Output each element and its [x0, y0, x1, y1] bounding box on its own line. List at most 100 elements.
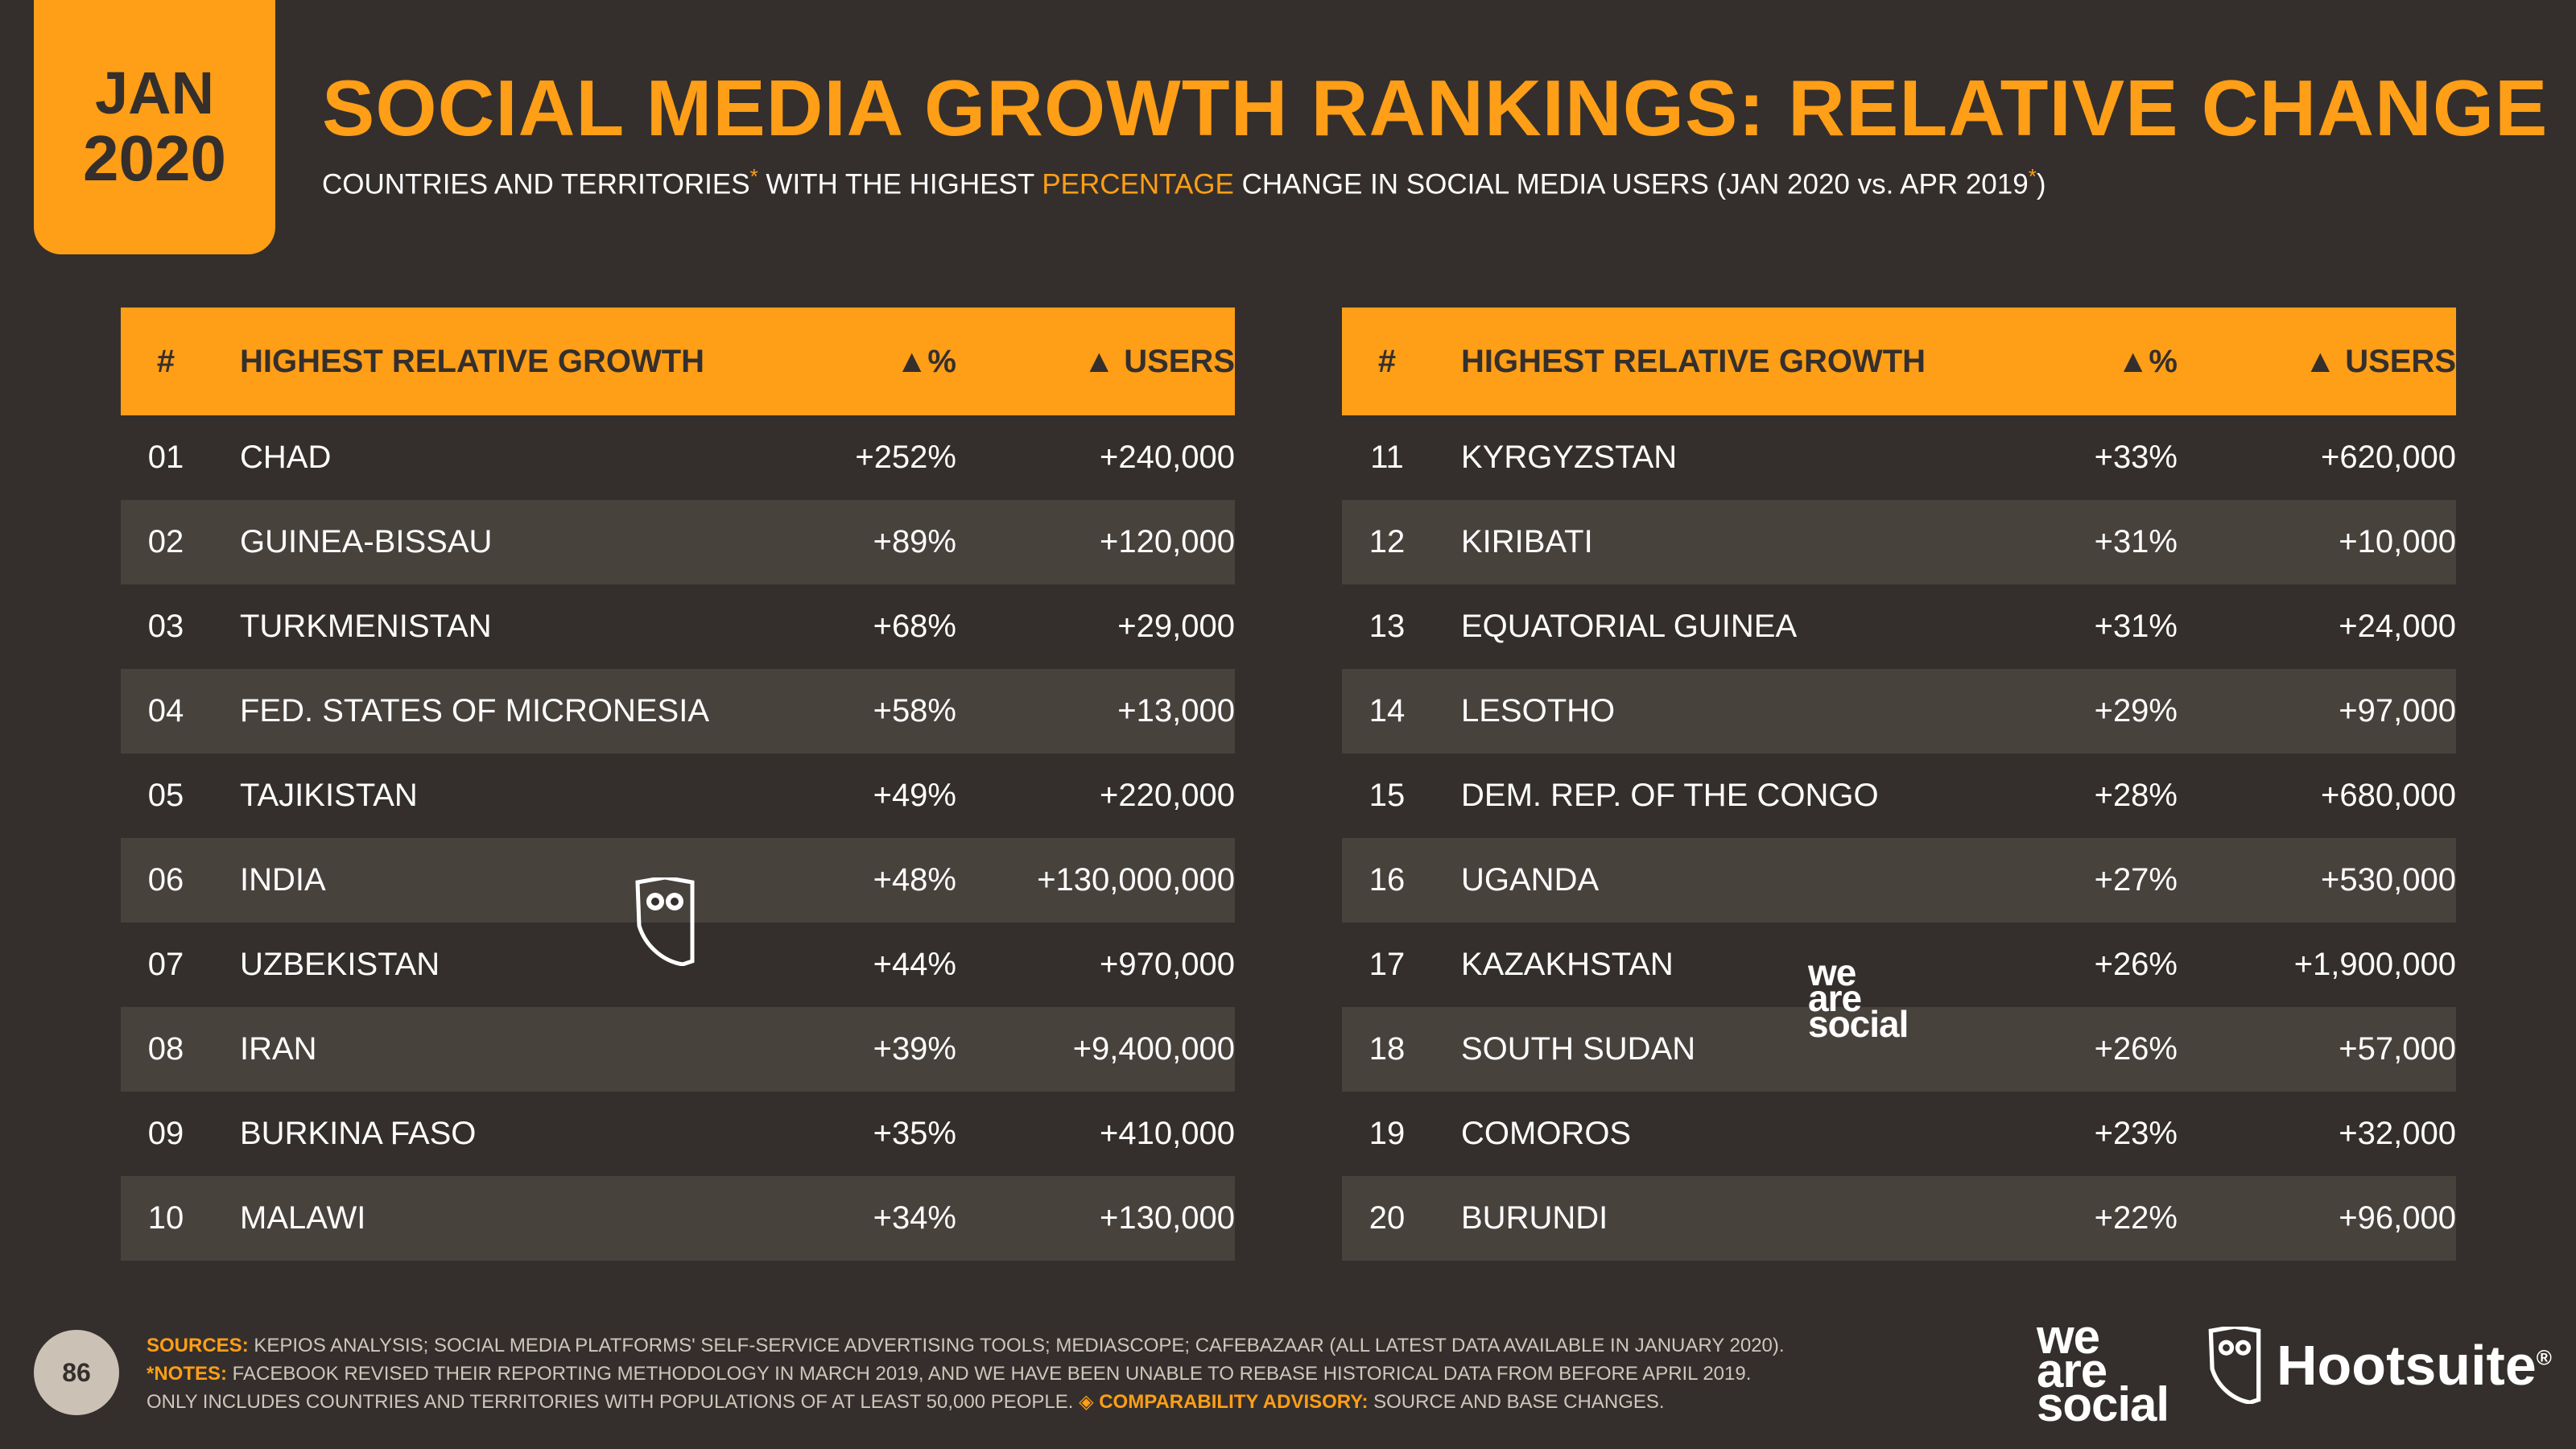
header-country: HIGHEST RELATIVE GROWTH [1461, 343, 1926, 379]
header-percent-change: ▲% [895, 343, 956, 379]
percent-change-cell: +49% [873, 778, 956, 813]
subtitle-asterisk: * [749, 164, 758, 188]
table-row: 16 UGANDA +27% +530,000 [1342, 838, 2456, 923]
table-row: 03 TURKMENISTAN +68% +29,000 [121, 584, 1235, 669]
rank-cell: 19 [1368, 1116, 1406, 1151]
percent-change-cell: +27% [2094, 862, 2178, 898]
percent-change-cell: +34% [873, 1200, 956, 1236]
users-change-cell: +970,000 [1100, 947, 1235, 982]
subtitle-highlight: PERCENTAGE [1042, 168, 1234, 200]
table-row: 14 LESOTHO +29% +97,000 [1342, 669, 2456, 753]
rank-cell: 11 [1370, 440, 1404, 475]
notes-label: *NOTES: [147, 1363, 228, 1385]
country-cell: CHAD [240, 440, 332, 475]
table-row: 17 KAZAKHSTAN +26% +1,900,000 [1342, 923, 2456, 1007]
date-year: 2020 [83, 122, 226, 194]
subtitle-asterisk-2: * [2028, 164, 2037, 188]
line3-text: ONLY INCLUDES COUNTRIES AND TERRITORIES … [147, 1391, 1080, 1413]
country-cell: IRAN [240, 1031, 317, 1067]
rank-cell: 20 [1368, 1200, 1406, 1236]
percent-change-cell: +35% [873, 1116, 956, 1151]
hootsuite-owl-icon [2208, 1327, 2261, 1404]
we-are-social-watermark: we are social [1808, 952, 1909, 1042]
country-cell: KIRIBATI [1461, 524, 1593, 559]
logo-we: we [2037, 1310, 2100, 1364]
page-title: SOCIAL MEDIA GROWTH RANKINGS: RELATIVE C… [322, 64, 2549, 152]
percent-change-cell: +68% [873, 609, 956, 644]
percent-change-cell: +48% [873, 862, 956, 898]
users-change-cell: +130,000 [1100, 1200, 1235, 1236]
country-cell: GUINEA-BISSAU [240, 524, 493, 559]
table-row: 20 BURUNDI +22% +96,000 [1342, 1176, 2456, 1261]
users-change-cell: +32,000 [2339, 1116, 2456, 1151]
country-cell: KAZAKHSTAN [1461, 947, 1674, 982]
notes-text: FACEBOOK REVISED THEIR REPORTING METHODO… [227, 1363, 1752, 1385]
percent-change-cell: +26% [2094, 1031, 2178, 1067]
hootsuite-text: Hootsuite [2277, 1334, 2537, 1397]
header-users-change: ▲ USERS [2304, 343, 2456, 379]
users-change-cell: +620,000 [2321, 440, 2456, 475]
rank-cell: 10 [147, 1200, 184, 1236]
country-cell: MALAWI [240, 1200, 366, 1236]
registered-mark: ® [2536, 1345, 2552, 1370]
country-cell: INDIA [240, 862, 326, 898]
users-change-cell: +13,000 [1117, 693, 1235, 729]
table-row: 02 GUINEA-BISSAU +89% +120,000 [121, 500, 1235, 584]
rankings-table-right: # HIGHEST RELATIVE GROWTH ▲% ▲ USERS 11 K… [1342, 308, 2456, 1261]
table-row: 19 COMOROS +23% +32,000 [1342, 1092, 2456, 1176]
users-change-cell: +57,000 [2339, 1031, 2456, 1067]
country-cell: TURKMENISTAN [240, 609, 492, 644]
users-change-cell: +240,000 [1100, 440, 1235, 475]
country-cell: UGANDA [1461, 862, 1600, 898]
users-change-cell: +120,000 [1100, 524, 1235, 559]
rank-cell: 04 [147, 693, 184, 729]
table-row: 13 EQUATORIAL GUINEA +31% +24,000 [1342, 584, 2456, 669]
footnote-notes: *NOTES: FACEBOOK REVISED THEIR REPORTING… [147, 1360, 1785, 1388]
country-cell: BURUNDI [1461, 1200, 1608, 1236]
header-users-change: ▲ USERS [1083, 343, 1235, 379]
rank-cell: 15 [1368, 778, 1406, 813]
percent-change-cell: +23% [2094, 1116, 2178, 1151]
hootsuite-owl-icon [635, 877, 695, 966]
table-row: 11 KYRGYZSTAN +33% +620,000 [1342, 415, 2456, 500]
watermark-we: we [1808, 952, 1856, 993]
advisory-text: SOURCE AND BASE CHANGES. [1368, 1391, 1665, 1413]
rank-cell: 14 [1368, 693, 1406, 729]
footnotes: SOURCES: KEPIOS ANALYSIS; SOCIAL MEDIA P… [147, 1331, 1785, 1416]
users-change-cell: +29,000 [1117, 609, 1235, 644]
percent-change-cell: +22% [2094, 1200, 2178, 1236]
percent-change-cell: +26% [2094, 947, 2178, 982]
we-are-social-logo: we are social [2037, 1310, 2169, 1429]
country-cell: EQUATORIAL GUINEA [1461, 609, 1798, 644]
rank-cell: 08 [147, 1031, 184, 1067]
percent-change-cell: +39% [873, 1031, 956, 1067]
table-header: # HIGHEST RELATIVE GROWTH ▲% ▲ USERS [121, 308, 1235, 415]
table-row: 07 UZBEKISTAN +44% +970,000 [121, 923, 1235, 1007]
table-row: 12 KIRIBATI +31% +10,000 [1342, 500, 2456, 584]
rank-cell: 03 [147, 609, 184, 644]
table-row: 08 IRAN +39% +9,400,000 [121, 1007, 1235, 1092]
users-change-cell: +9,400,000 [1072, 1031, 1235, 1067]
subtitle-part1: COUNTRIES AND TERRITORIES [322, 168, 750, 200]
sources-label: SOURCES: [147, 1335, 249, 1356]
date-month: JAN [94, 60, 215, 127]
percent-change-cell: +58% [873, 693, 956, 729]
rank-cell: 02 [147, 524, 184, 559]
table-row: 10 MALAWI +34% +130,000 [121, 1176, 1235, 1261]
header-country: HIGHEST RELATIVE GROWTH [240, 343, 705, 379]
rank-cell: 18 [1368, 1031, 1406, 1067]
subtitle-part2: WITH THE HIGHEST [758, 168, 1042, 200]
sources-text: KEPIOS ANALYSIS; SOCIAL MEDIA PLATFORMS'… [248, 1335, 1785, 1356]
users-change-cell: +1,900,000 [2293, 947, 2456, 982]
users-change-cell: +530,000 [2321, 862, 2456, 898]
country-cell: KYRGYZSTAN [1461, 440, 1678, 475]
users-change-cell: +96,000 [2339, 1200, 2456, 1236]
rank-cell: 13 [1368, 609, 1406, 644]
country-cell: UZBEKISTAN [240, 947, 440, 982]
footnote-advisory: ONLY INCLUDES COUNTRIES AND TERRITORIES … [147, 1388, 1785, 1416]
country-cell: DEM. REP. OF THE CONGO [1461, 778, 1879, 813]
table-row: 18 SOUTH SUDAN +26% +57,000 [1342, 1007, 2456, 1092]
users-change-cell: +10,000 [2339, 524, 2456, 559]
rank-cell: 06 [147, 862, 184, 898]
date-badge: JAN 2020 [34, 0, 275, 254]
